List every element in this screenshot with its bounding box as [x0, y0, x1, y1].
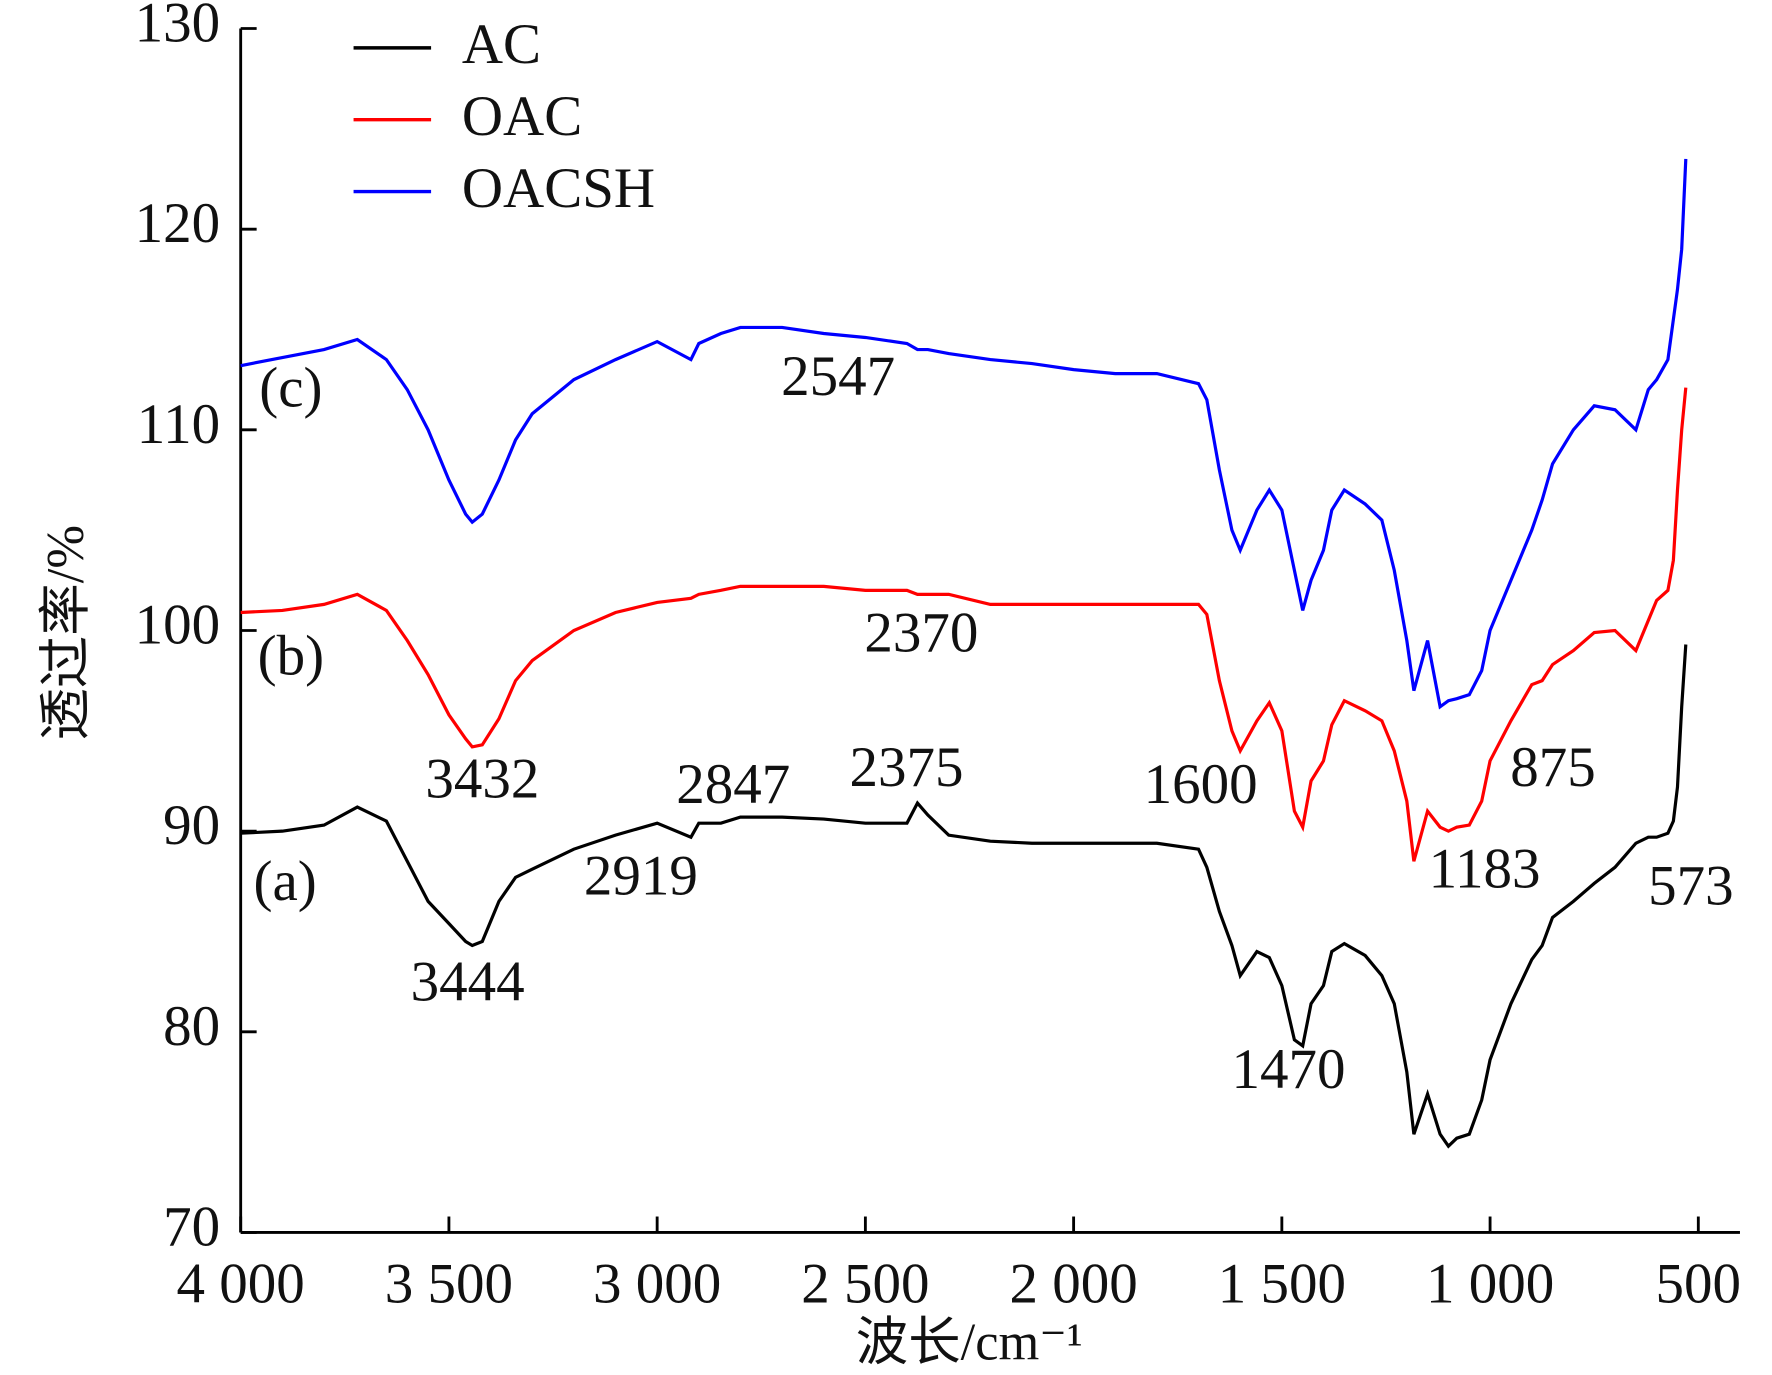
- x-tick-label: 3 000: [593, 1253, 721, 1316]
- annotation: 1183: [1429, 838, 1541, 901]
- y-tick-label: 100: [135, 594, 221, 657]
- x-axis-label: 波长/cm⁻¹: [856, 1314, 1083, 1372]
- legend-label: OACSH: [462, 157, 655, 220]
- y-axis-label: 透过率/%: [37, 525, 95, 741]
- x-tick-label: 2 000: [1009, 1253, 1137, 1316]
- legend-label: AC: [462, 13, 541, 76]
- annotation: 2370: [864, 602, 978, 665]
- legend-label: OAC: [462, 85, 582, 148]
- y-tick-label: 130: [135, 0, 221, 55]
- annotation: (a): [254, 850, 317, 913]
- annotation: 2547: [781, 345, 895, 408]
- annotation: 573: [1648, 855, 1733, 918]
- annotation: 2847: [676, 753, 790, 816]
- annotation: 3432: [425, 747, 539, 810]
- annotation: 2375: [850, 736, 964, 799]
- x-tick-label: 3 500: [385, 1253, 513, 1316]
- y-tick-label: 90: [163, 794, 220, 857]
- x-tick-label: 1 500: [1218, 1253, 1346, 1316]
- series-line: [240, 644, 1688, 1149]
- series-line: [240, 387, 1688, 862]
- annotation: 1600: [1144, 753, 1258, 816]
- x-tick-label: 500: [1656, 1253, 1741, 1316]
- annotation: 3444: [411, 950, 525, 1013]
- y-tick-label: 110: [137, 393, 220, 456]
- series-line: [240, 158, 1688, 710]
- annotation: 1470: [1231, 1038, 1345, 1101]
- annotation: 875: [1510, 736, 1595, 799]
- annotation: (c): [259, 356, 322, 419]
- x-tick-label: 2 500: [801, 1253, 929, 1316]
- y-tick-label: 120: [135, 192, 221, 255]
- y-tick-label: 70: [163, 1196, 220, 1259]
- x-tick-label: 1 000: [1426, 1253, 1554, 1316]
- x-tick-label: 4 000: [177, 1253, 305, 1316]
- annotation: 2919: [584, 844, 698, 907]
- annotation: (b): [258, 624, 324, 687]
- y-tick-label: 80: [163, 995, 220, 1058]
